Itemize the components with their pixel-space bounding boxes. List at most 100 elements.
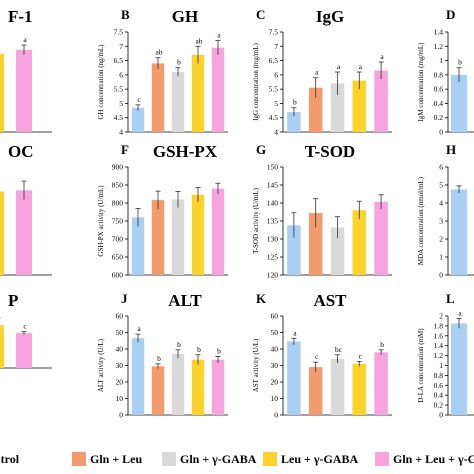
y-tick-label: 6 (439, 163, 443, 172)
significance-label: c (137, 95, 141, 104)
bar (211, 359, 225, 415)
bar (151, 366, 165, 415)
y-tick-label: 130 (267, 235, 279, 244)
bar (451, 189, 467, 275)
y-tick-label: 60 (271, 312, 279, 321)
y-axis-label: AST activity (U/L) (252, 338, 260, 392)
y-tick-label: 1.4 (434, 341, 444, 350)
bar (191, 194, 205, 275)
panel-D: D 0 0.2 0.4 0.6 0.8 1 1.2 1.4 IgM concentration (… (417, 7, 474, 137)
legend: ontrol Gln + Leu Gln + γ-GABA Leu + γ-GABA G… (0, 452, 474, 466)
y-tick-label: 1.2 (434, 351, 444, 360)
panel-K: AST K 0 10 20 30 40 50 60 AST activity (U/L) a c bc c… (252, 291, 392, 420)
y-tick-label: 0 (439, 271, 443, 280)
bar (171, 72, 185, 132)
bar (287, 112, 301, 132)
bar (308, 367, 323, 415)
y-tick-label: 650 (112, 253, 124, 262)
significance-label: bc (335, 345, 343, 354)
y-tick-label: 7 (274, 42, 278, 51)
panel-B: GH B 4 4.5 5 5.5 6 6.5 7 7.5 GH concentration (ng/… (97, 7, 228, 137)
legend-swatch (72, 452, 86, 466)
panel-G: T-SOD G 120 125 130 135 140 145 150 T-SOD activit… (252, 142, 392, 280)
y-tick-label: 7.5 (269, 28, 279, 37)
bar (131, 107, 145, 132)
y-tick-label: 50 (116, 328, 124, 337)
y-tick-label: 2 (439, 312, 443, 321)
y-tick-label: 145 (267, 181, 279, 190)
y-tick-label: 0 (439, 128, 443, 137)
y-tick-label: 1 (439, 361, 443, 370)
bar (451, 323, 467, 415)
significance-label: a (137, 324, 141, 333)
significance-label: b (157, 354, 161, 363)
panel-title: F-1 (8, 7, 33, 26)
y-tick-label: 5.5 (114, 85, 124, 94)
y-tick-label: 0.2 (434, 113, 444, 122)
significance-label: c (315, 352, 319, 361)
bar (171, 199, 185, 275)
y-tick-label: 60 (116, 312, 124, 321)
y-tick-label: 0.8 (434, 70, 444, 79)
y-axis-label: GH concentration (ng/mL) (97, 44, 105, 120)
significance-label: a (315, 68, 319, 77)
y-tick-label: 10 (116, 394, 124, 403)
panel-letter: J (121, 291, 128, 306)
panel-title: P (8, 291, 18, 310)
y-tick-label: 850 (112, 181, 124, 190)
panel-letter: B (121, 7, 130, 22)
y-tick-label: 0.6 (434, 381, 444, 390)
bar (211, 188, 225, 275)
panel-letter: K (256, 291, 267, 306)
y-tick-label: 800 (112, 199, 124, 208)
panel-letter: D (446, 7, 455, 22)
bar (287, 341, 301, 415)
y-tick-label: 20 (116, 378, 124, 387)
y-tick-label: 10 (271, 394, 279, 403)
y-tick-label: 140 (267, 199, 279, 208)
panel-F: GSH-PX F 600 650 700 750 800 850 900 GSH-PX activ… (97, 142, 228, 280)
y-axis-label: ALT activity (U/L) (97, 338, 105, 392)
bar (0, 191, 4, 275)
y-tick-label: 2 (439, 235, 443, 244)
y-axis-label: IgG concentration (mg/mL) (252, 42, 260, 120)
panel-title: AST (313, 291, 347, 310)
bar (374, 70, 388, 132)
bar (374, 352, 388, 415)
y-tick-label: 4.5 (269, 113, 279, 122)
y-axis-label: GSH-PX activity (U/mL) (97, 185, 105, 257)
bar (171, 353, 185, 415)
panel-title: ALT (168, 291, 202, 310)
y-tick-label: 1.2 (434, 42, 444, 51)
significance-label: b (458, 58, 462, 67)
bar (308, 87, 323, 132)
panel-title: IgG (316, 7, 344, 26)
significance-label: a (293, 328, 297, 337)
y-tick-label: 1.8 (434, 321, 444, 330)
y-tick-label: 20 (271, 378, 279, 387)
y-tick-label: 6.5 (269, 56, 279, 65)
panel-letter: C (256, 7, 265, 22)
bar (16, 49, 32, 132)
y-tick-label: 4 (119, 128, 123, 137)
y-tick-label: 5 (439, 181, 443, 190)
bar (151, 200, 165, 275)
bar (352, 210, 367, 275)
y-tick-label: 0.6 (434, 85, 444, 94)
panel-H: H 0 1 2 3 4 5 6 MDA concentration (nmol/mL) (417, 142, 474, 280)
y-tick-label: 3 (439, 217, 443, 226)
y-tick-label: 1.6 (434, 331, 444, 340)
panel-J: ALT J 0 10 20 30 40 50 60 ALT activity (U/L) a b b b b (97, 291, 228, 420)
legend-label: Gln + Leu (90, 452, 143, 466)
bar (151, 63, 165, 132)
bar (211, 47, 225, 132)
significance-label: a (380, 52, 384, 61)
y-tick-label: 0.8 (434, 371, 444, 380)
y-axis-label: MDA concentration (nmol/mL) (417, 176, 425, 265)
y-tick-label: 0 (119, 411, 123, 420)
panel-C: IgG C 4 4.5 5 5.5 6 6.5 7 7.5 IgG concentration (m… (252, 7, 392, 137)
y-tick-label: 4 (274, 128, 278, 137)
bar (308, 213, 323, 275)
significance-label: a (217, 31, 221, 40)
significance-label: b (177, 58, 181, 67)
